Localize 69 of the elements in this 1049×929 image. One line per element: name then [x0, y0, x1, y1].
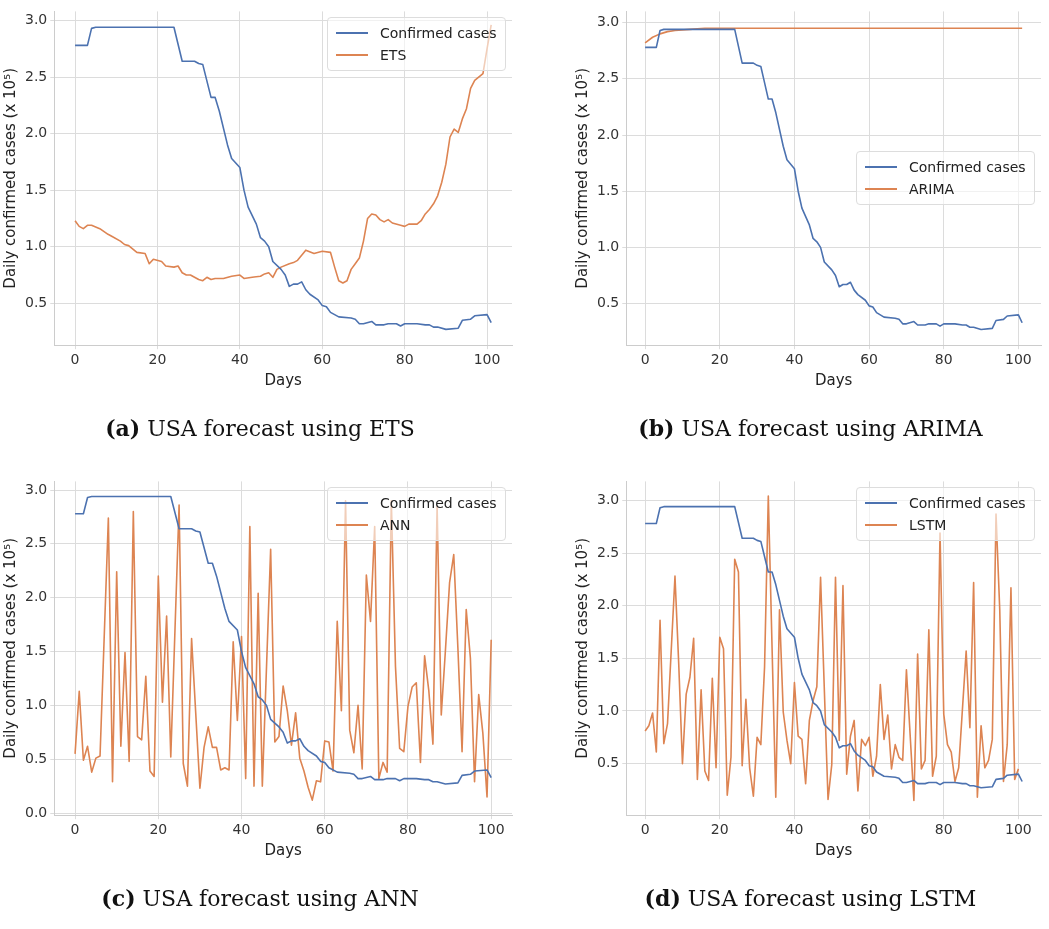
y-tick-label: 1.0	[25, 696, 48, 713]
text: (b) USA forecast using ARIMA	[637, 415, 984, 441]
x-tick-label: 60	[315, 821, 334, 838]
legend-label: ETS	[380, 46, 407, 66]
text: (d) USA forecast using LSTM	[643, 885, 978, 911]
text: (a) USA forecast using ETS	[104, 415, 416, 441]
x-tick-label: 60	[313, 351, 332, 368]
x-axis-title: Days	[814, 840, 853, 859]
x-tick-label: 80	[395, 351, 414, 368]
x-tick-label: 80	[934, 821, 953, 838]
y-tick-label: 2.0	[597, 125, 620, 142]
x-tick-label: 80	[399, 821, 417, 838]
y-tick-label: 0.5	[25, 293, 48, 310]
x-tick-label: 80	[934, 351, 953, 368]
legend-label: ARIMA	[909, 180, 955, 200]
x-tick-label: 40	[230, 351, 249, 368]
x-tick-label: 0	[640, 351, 650, 368]
y-tick-label: 1.0	[25, 237, 48, 254]
legend-label: LSTM	[909, 516, 947, 536]
y-axis-title: Daily confirmed cases (x 10⁵)	[0, 67, 19, 289]
y-tick-label: 0.0	[25, 803, 48, 820]
y-axis-title: Daily confirmed cases (x 10⁵)	[0, 537, 19, 759]
y-tick-label: 0.5	[25, 749, 48, 766]
x-tick-label: 100	[1005, 821, 1032, 838]
x-tick-label: 40	[785, 821, 804, 838]
legend-label: Confirmed cases	[380, 24, 497, 44]
x-tick-label: 20	[149, 821, 168, 838]
y-tick-label: 3.0	[25, 11, 48, 28]
y-tick-label: 1.5	[25, 180, 48, 197]
y-tick-label: 3.0	[597, 490, 620, 507]
x-tick-label: 40	[785, 351, 804, 368]
x-tick-label: 100	[473, 351, 501, 368]
y-tick-label: 2.5	[597, 69, 620, 86]
y-tick-label: 1.0	[597, 701, 620, 718]
x-axis-title: Days	[264, 840, 303, 859]
y-tick-label: 2.5	[25, 67, 48, 84]
y-tick-label: 1.5	[597, 648, 620, 665]
y-tick-label: 3.0	[597, 13, 620, 30]
y-tick-label: 0.5	[597, 754, 620, 771]
y-tick-label: 1.5	[25, 642, 48, 659]
legend-label: Confirmed cases	[380, 494, 497, 514]
x-tick-label: 0	[70, 351, 80, 368]
x-axis-title: Days	[264, 370, 303, 389]
legend-label: Confirmed cases	[909, 158, 1026, 178]
x-axis-title: Days	[814, 370, 853, 389]
y-tick-label: 2.0	[597, 596, 620, 613]
x-tick-label: 100	[477, 821, 505, 838]
y-tick-label: 2.0	[25, 124, 48, 141]
x-tick-label: 60	[860, 821, 879, 838]
y-tick-label: 1.0	[597, 238, 620, 255]
y-tick-label: 0.5	[597, 294, 620, 311]
y-axis-title: Daily confirmed cases (x 10⁵)	[572, 67, 591, 289]
y-tick-label: 2.0	[25, 588, 48, 605]
y-tick-label: 1.5	[597, 181, 620, 198]
x-tick-label: 20	[710, 821, 729, 838]
x-tick-label: 0	[640, 821, 650, 838]
y-tick-label: 2.5	[25, 534, 48, 551]
y-axis-title: Daily confirmed cases (x 10⁵)	[572, 537, 591, 759]
y-tick-label: 3.0	[25, 480, 48, 497]
y-tick-label: 2.5	[597, 543, 620, 560]
legend-label: Confirmed cases	[909, 494, 1026, 514]
x-tick-label: 100	[1005, 351, 1032, 368]
x-tick-label: 20	[710, 351, 729, 368]
x-tick-label: 0	[70, 821, 80, 838]
x-tick-label: 40	[232, 821, 251, 838]
x-tick-label: 60	[860, 351, 879, 368]
text: (c) USA forecast using ANN	[100, 885, 420, 911]
legend-label: ANN	[380, 516, 411, 536]
x-tick-label: 20	[148, 351, 167, 368]
